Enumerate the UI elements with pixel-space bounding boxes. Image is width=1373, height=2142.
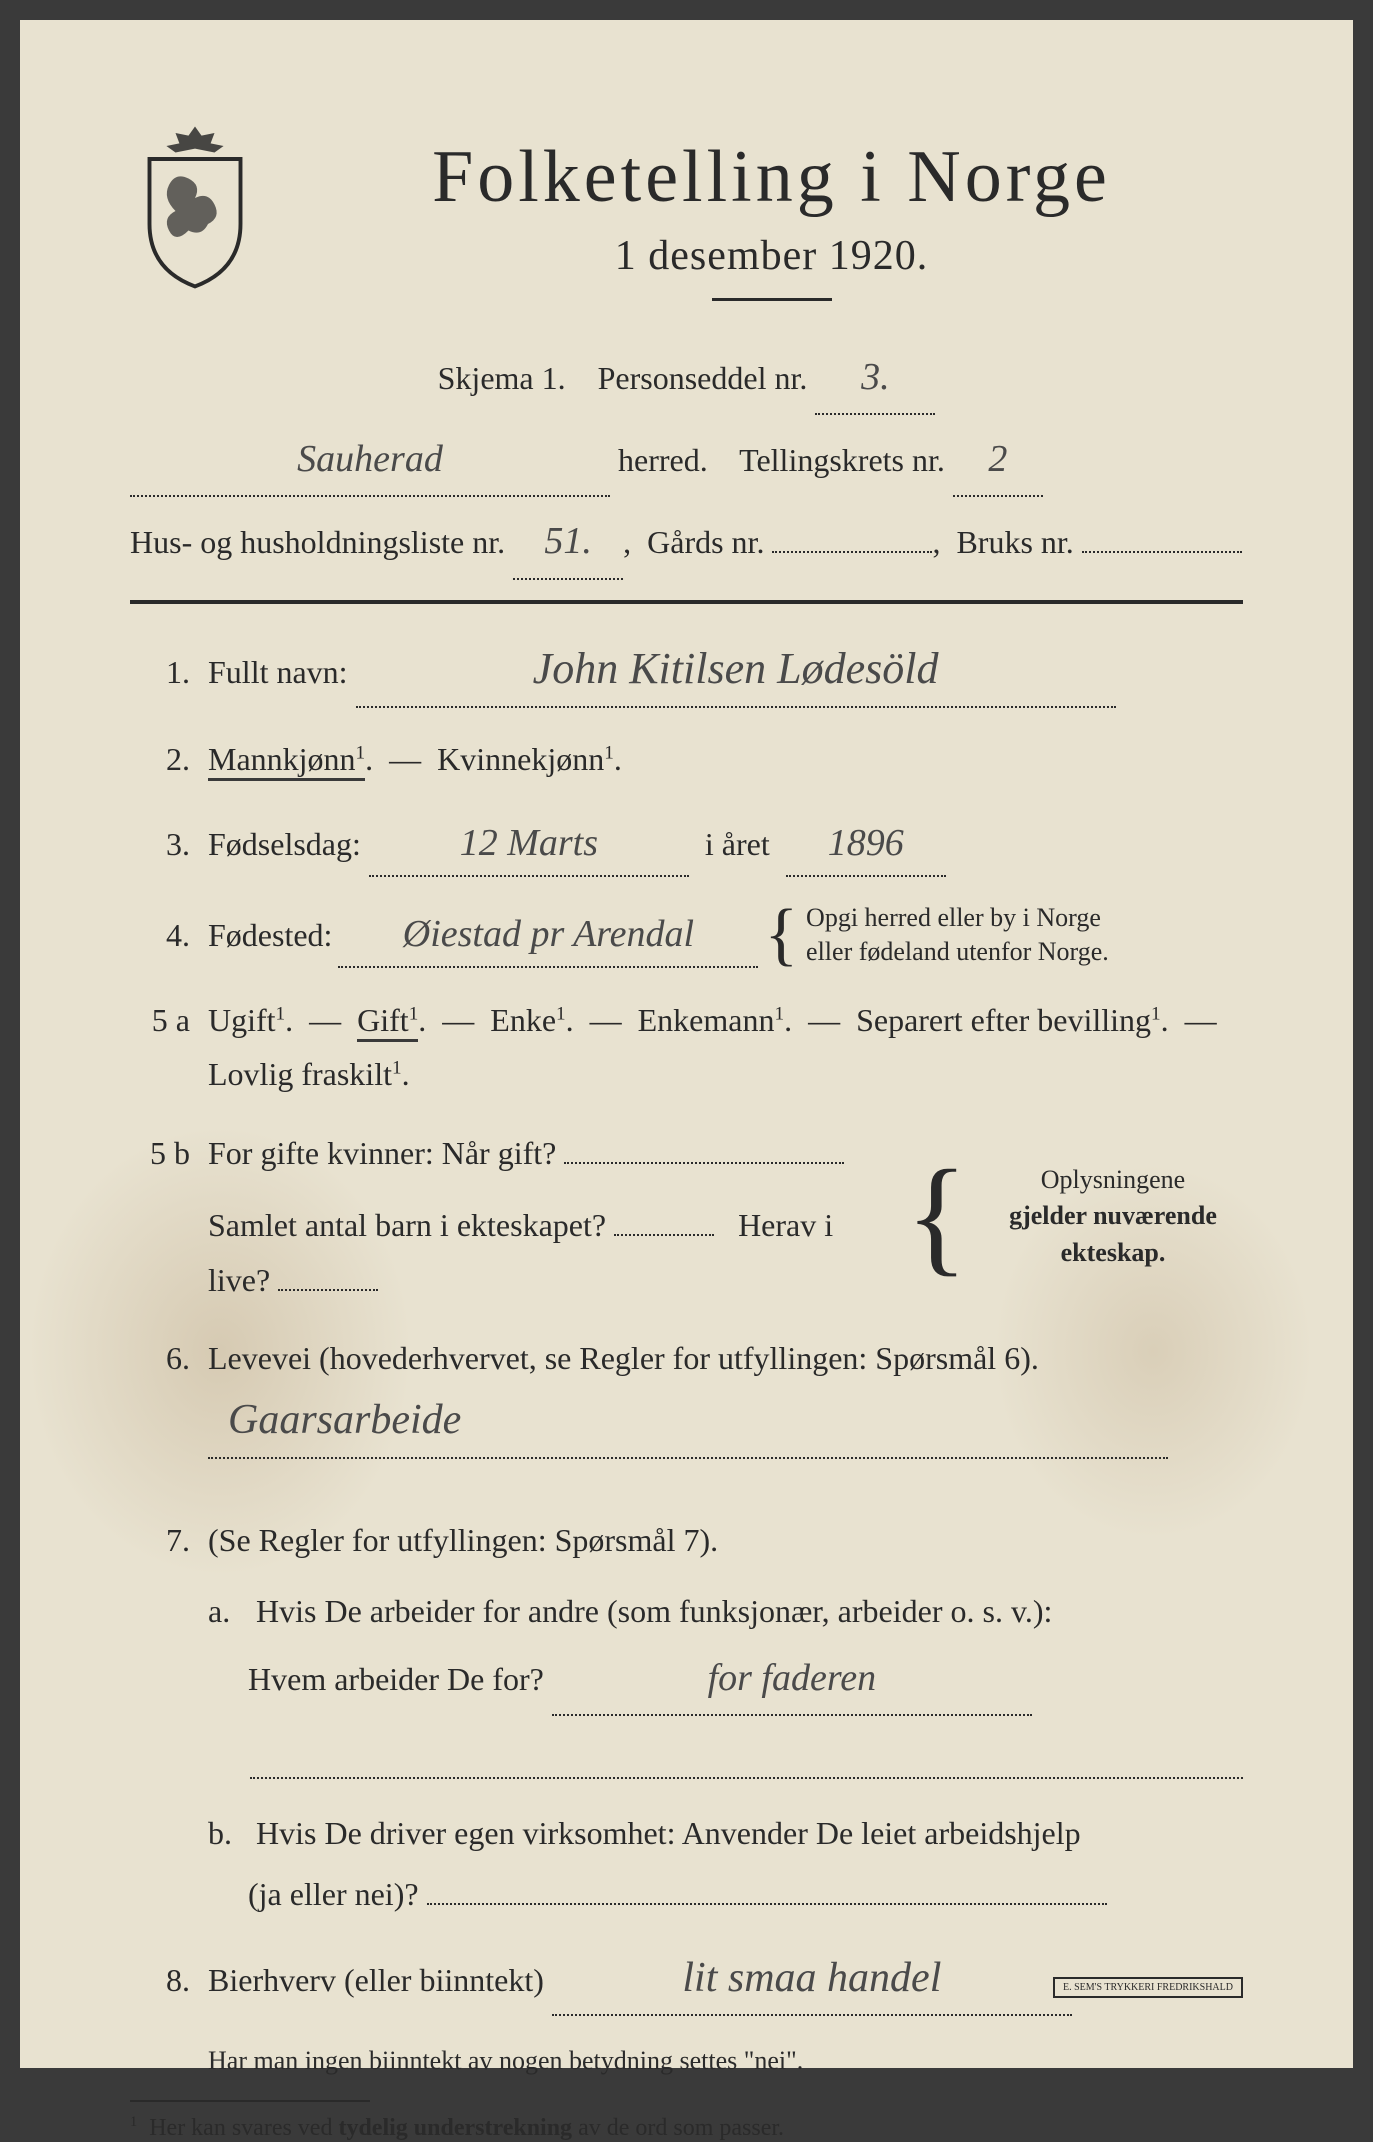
q3-label: Fødselsdag: — [208, 826, 361, 862]
q5a-ugift: Ugift1 — [208, 1002, 285, 1038]
q6-row: 6. Levevei (hovederhvervet, se Regler fo… — [130, 1331, 1243, 1459]
q1-num: 1. — [130, 654, 190, 691]
footnote: 1 Her kan svares ved tydelig understrekn… — [130, 2114, 1243, 2142]
skjema-line: Skjema 1. Personseddel nr. 3. — [130, 341, 1243, 415]
q1-row: 1. Fullt navn: John Kitilsen Lødesöld — [130, 632, 1243, 709]
footer-note: Har man ingen biinntekt av nogen betydni… — [208, 2046, 1243, 2076]
tellingskrets-label: Tellingskrets nr. — [739, 442, 945, 478]
q5a-separert: Separert efter bevilling1 — [856, 1002, 1161, 1038]
q5a-enkemann: Enkemann1 — [638, 1002, 784, 1038]
q8-value: lit smaa handel — [552, 1943, 1072, 2016]
q5a-num: 5 a — [130, 1002, 190, 1039]
q6-value: Gaarsarbeide — [208, 1385, 1168, 1458]
q3-day: 12 Marts — [369, 811, 689, 878]
q5a-fraskilt: Lovlig fraskilt1 — [208, 1056, 402, 1092]
q5b-barn-value — [614, 1234, 714, 1236]
husliste-line: Hus- og husholdningsliste nr. 51., Gårds… — [130, 505, 1243, 579]
q5b-gift-value — [564, 1162, 844, 1164]
q6-num: 6. — [130, 1340, 190, 1377]
q5b-live-value — [278, 1289, 378, 1291]
q5b-gift-label: For gifte kvinner: Når gift? — [208, 1135, 556, 1171]
bruks-nr — [1082, 551, 1242, 553]
footnote-text: Her kan svares ved tydelig understreknin… — [149, 2115, 784, 2141]
q7a-letter: a. — [208, 1581, 248, 1642]
herred-line: Sauherad herred. Tellingskrets nr. 2 — [130, 423, 1243, 497]
husliste-nr: 51. — [513, 505, 623, 579]
q7b-letter: b. — [208, 1803, 248, 1864]
q7a-value: for faderen — [552, 1642, 1032, 1716]
q4-num: 4. — [130, 917, 190, 954]
q3-num: 3. — [130, 826, 190, 863]
personseddel-label: Personseddel nr. — [598, 360, 808, 396]
tellingskrets-nr: 2 — [953, 423, 1043, 497]
coat-of-arms-icon — [130, 120, 260, 290]
q5b-note: Oplysningene gjelder nuværende ekteskap. — [983, 1162, 1243, 1271]
q4-label: Fødested: — [208, 908, 332, 962]
q5b-num: 5 b — [130, 1135, 190, 1172]
q5b-brace-icon: { — [906, 1184, 968, 1249]
q2-row: 2. Mannkjønn1. — Kvinnekjønn1. — [130, 732, 1243, 786]
header: Folketelling i Norge 1 desember 1920. — [130, 120, 1243, 331]
herred-value: Sauherad — [130, 423, 610, 497]
title-divider — [712, 298, 832, 301]
q7-row: 7. (Se Regler for utfyllingen: Spørsmål … — [130, 1513, 1243, 1567]
footnote-divider — [130, 2100, 370, 2102]
section-divider — [130, 600, 1243, 604]
husliste-label: Hus- og husholdningsliste nr. — [130, 524, 505, 560]
q1-label: Fullt navn: — [208, 654, 348, 690]
q5a-enke: Enke1 — [490, 1002, 565, 1038]
q7b-line1: Hvis De driver egen virksomhet: Anvender… — [256, 1815, 1081, 1851]
q7b-value — [427, 1903, 1107, 1905]
form-subtitle: 1 desember 1920. — [300, 232, 1243, 280]
q2-kvinne: Kvinnekjønn1 — [437, 741, 614, 777]
q2-mann: Mannkjønn1 — [208, 741, 365, 781]
q4-note: { Opgi herred eller by i Norge eller fød… — [764, 901, 1108, 969]
bruks-label: Bruks nr. — [956, 524, 1073, 560]
q8-label: Bierhverv (eller biinntekt) — [208, 1962, 544, 1998]
q7b-line2: (ja eller nei)? — [248, 1876, 419, 1912]
q2-num: 2. — [130, 741, 190, 778]
q7a-line2: Hvem arbeider De for? — [248, 1661, 544, 1697]
gards-nr — [772, 551, 932, 553]
q5a-row: 5 a Ugift1. — Gift1. — Enke1. — Enkemann… — [130, 993, 1243, 1102]
form-title: Folketelling i Norge — [300, 135, 1243, 220]
q7b: b. Hvis De driver egen virksomhet: Anven… — [208, 1803, 1243, 1925]
q3-year-label: i året — [705, 826, 770, 862]
printer-mark: E. SEM'S TRYKKERI FREDRIKSHALD — [1053, 1977, 1243, 1998]
gards-label: Gårds nr. — [647, 524, 764, 560]
q7-num: 7. — [130, 1522, 190, 1559]
skjema-label: Skjema 1. — [438, 360, 566, 396]
title-block: Folketelling i Norge 1 desember 1920. — [300, 120, 1243, 331]
q3-row: 3. Fødselsdag: 12 Marts i året 1896 — [130, 811, 1243, 878]
q5b-barn-label: Samlet antal barn i ekteskapet? — [208, 1207, 606, 1243]
q8-num: 8. — [130, 1962, 190, 1999]
personseddel-nr: 3. — [815, 341, 935, 415]
q7a-answer-line — [250, 1734, 1243, 1779]
q7a: a. Hvis De arbeider for andre (som funks… — [208, 1581, 1243, 1716]
q3-year: 1896 — [786, 811, 946, 878]
census-form-page: Folketelling i Norge 1 desember 1920. Sk… — [20, 20, 1353, 2068]
q7a-line1: Hvis De arbeider for andre (som funksjon… — [256, 1593, 1052, 1629]
q1-value: John Kitilsen Lødesöld — [356, 632, 1116, 709]
q5a-gift: Gift1 — [357, 1002, 418, 1042]
q6-label: Levevei (hovederhvervet, se Regler for u… — [208, 1340, 1039, 1376]
herred-label: herred. — [618, 442, 708, 478]
q4-row: 4. Fødested: Øiestad pr Arendal { Opgi h… — [130, 901, 1243, 969]
q4-value: Øiestad pr Arendal — [338, 902, 758, 969]
q5b-row: 5 b For gifte kvinner: Når gift? Samlet … — [130, 1126, 1243, 1307]
q7-label: (Se Regler for utfyllingen: Spørsmål 7). — [208, 1522, 718, 1558]
